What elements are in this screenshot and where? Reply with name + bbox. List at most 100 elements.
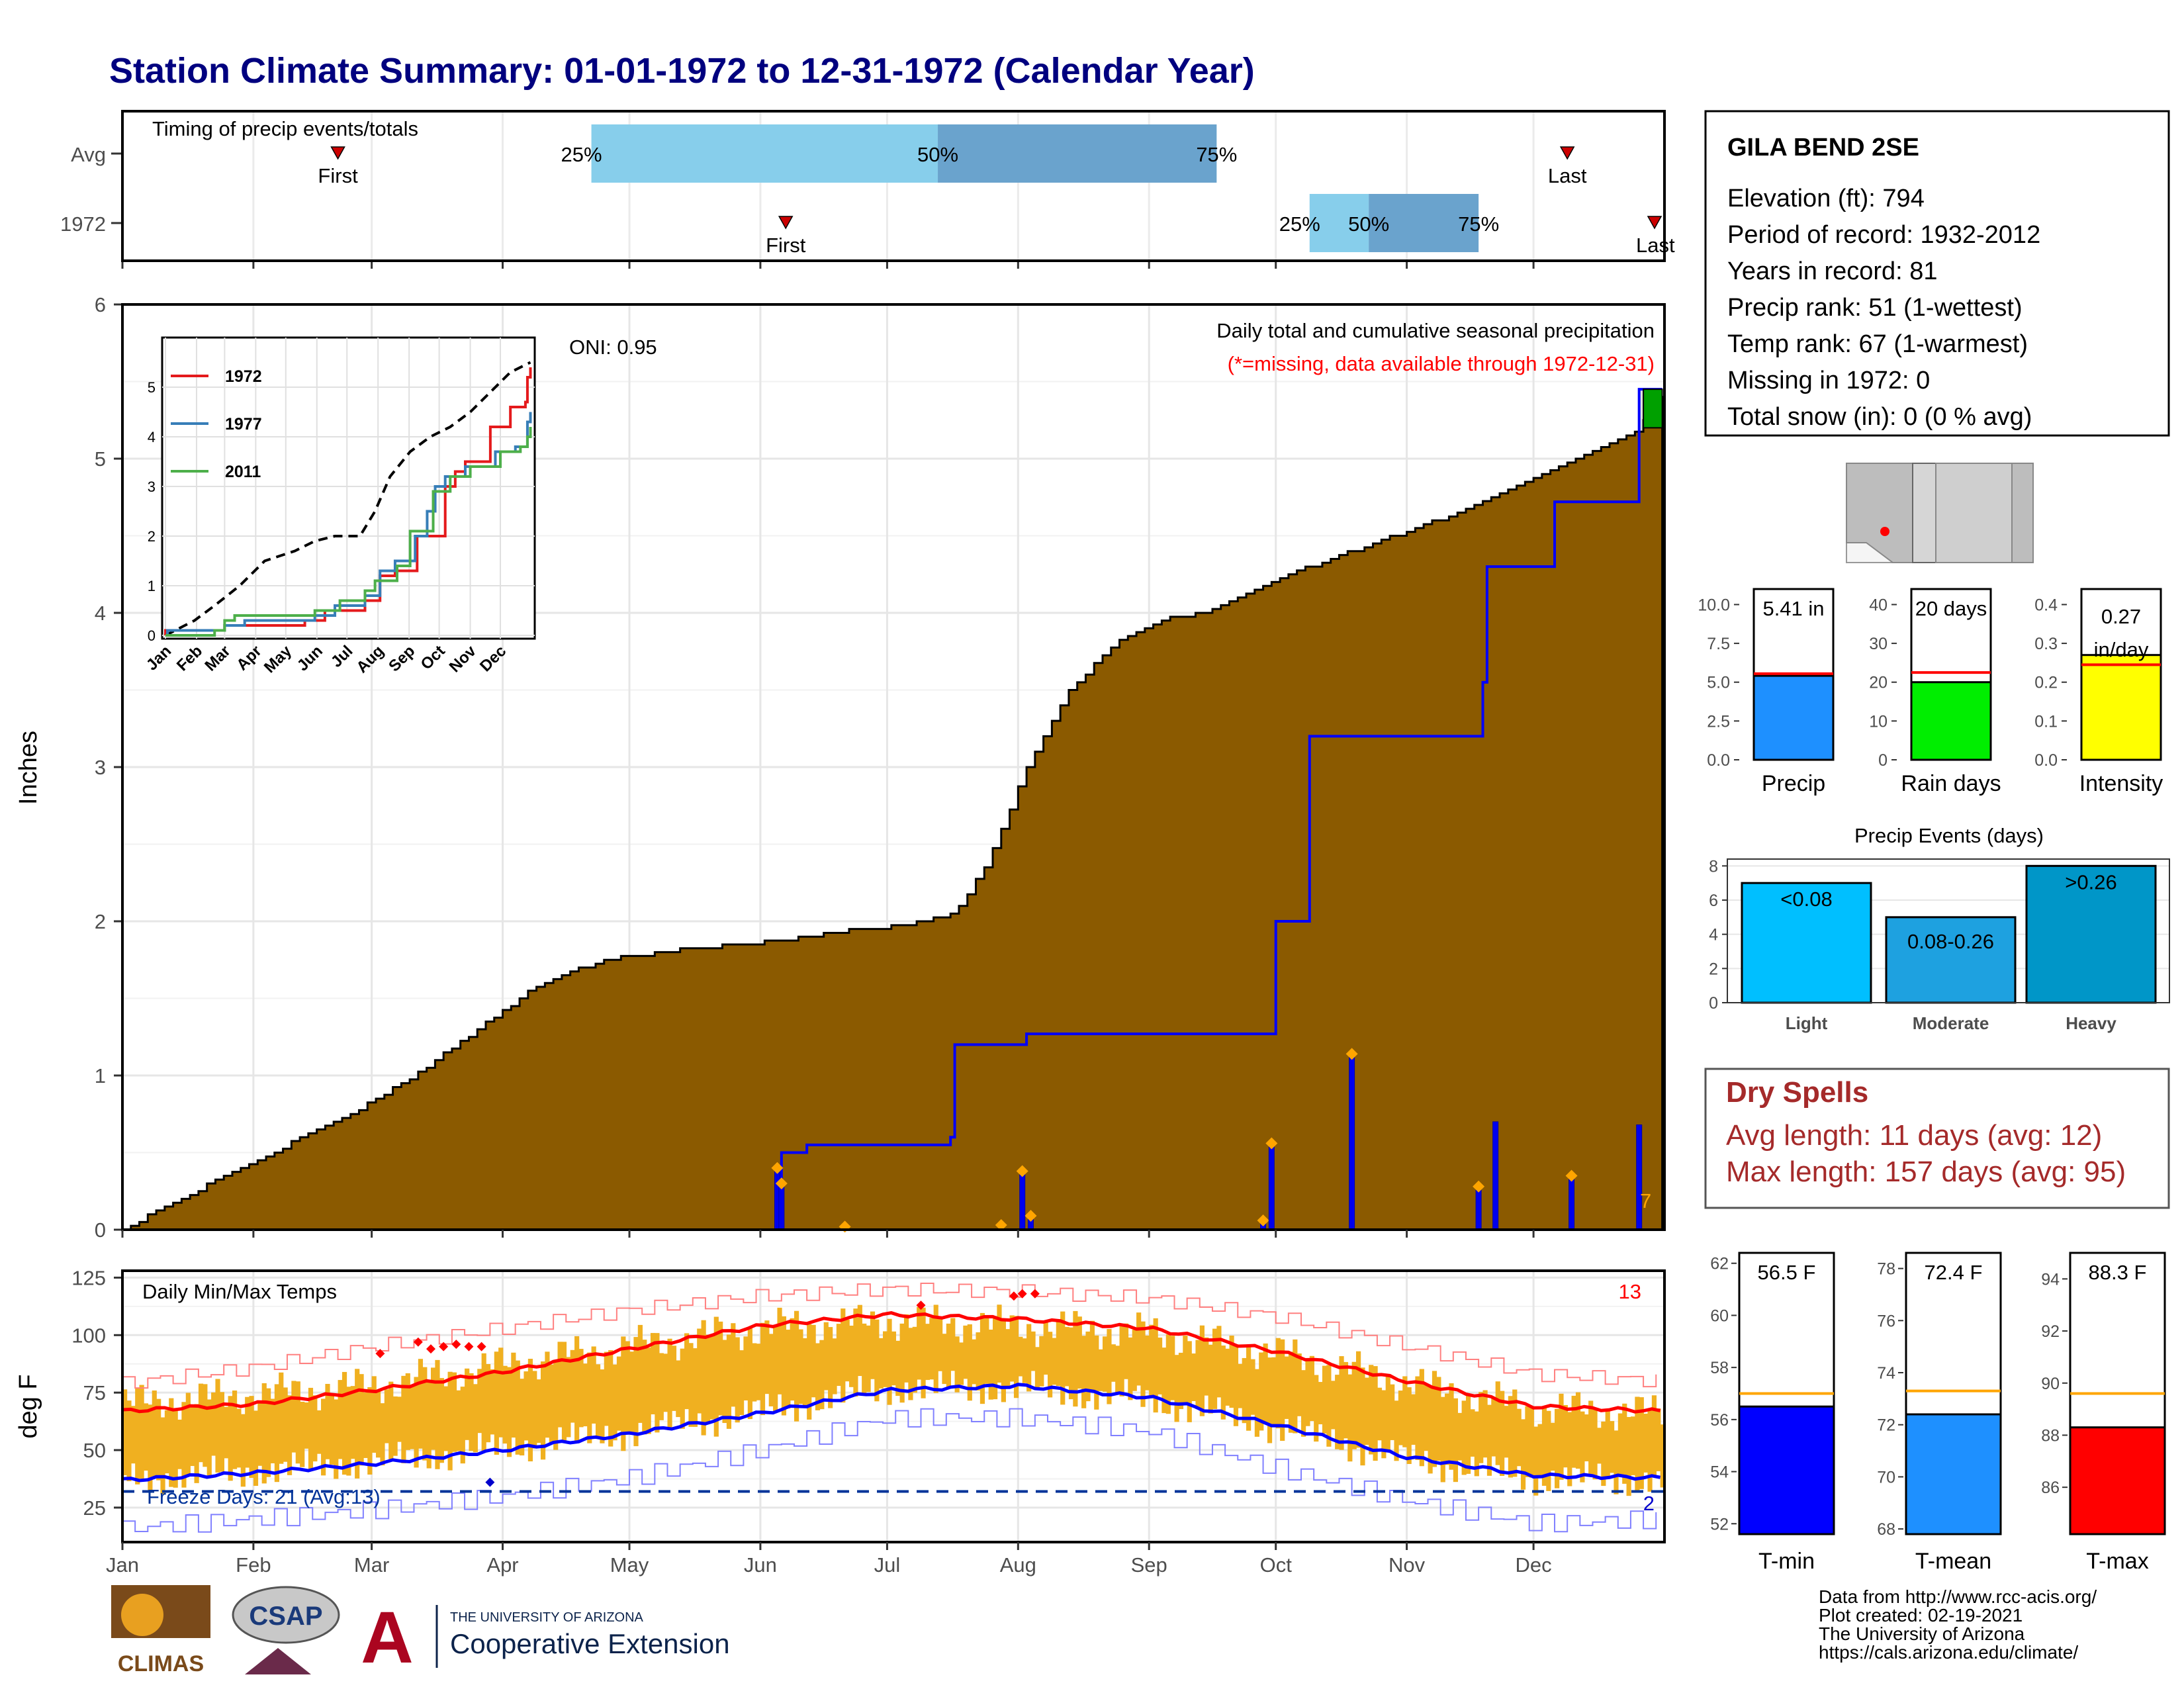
daily-temp-bar	[1369, 1365, 1374, 1455]
daily-temp-bar	[1495, 1381, 1500, 1465]
daily-temp-bar	[1022, 1338, 1027, 1383]
daily-temp-bar	[1508, 1396, 1513, 1478]
daily-temp-bar	[1153, 1318, 1158, 1413]
daily-temp-bar	[527, 1359, 533, 1462]
daily-temp-bar	[523, 1371, 529, 1441]
mini-ytick-label: 40	[1869, 596, 1888, 614]
precip-plot-frame	[121, 303, 1666, 1231]
daily-temp-bar	[249, 1396, 254, 1478]
daily-temp-bar	[152, 1390, 157, 1477]
daily-temp-bar	[1390, 1384, 1395, 1440]
daily-temp-bar	[321, 1398, 326, 1476]
daily-temp-bar	[942, 1334, 947, 1385]
daily-temp-bar	[726, 1334, 732, 1429]
temp-mini-ytick-label: 76	[1877, 1312, 1895, 1330]
daily-precip-bar	[1492, 1121, 1499, 1230]
record-high-marker	[413, 1337, 423, 1347]
precip-ytick-label: 3	[95, 756, 106, 779]
daily-temp-bar	[667, 1338, 672, 1431]
daily-temp-bar	[836, 1324, 842, 1386]
record-high-marker	[1009, 1291, 1019, 1301]
footer-credits: Data from http://www.rcc-acis.org/ Plot …	[1819, 1586, 2097, 1663]
daily-temp-bar	[341, 1371, 347, 1475]
daily-temp-bar	[1339, 1356, 1344, 1450]
daily-temp-bar	[1482, 1390, 1488, 1458]
daily-temp-bar	[1343, 1361, 1349, 1439]
daily-temp-bar	[1347, 1374, 1353, 1462]
daily-temp-bar	[870, 1311, 876, 1379]
events-ytick-label: 4	[1709, 926, 1718, 944]
above-average-region	[1643, 388, 1663, 429]
daily-temp-bar	[1107, 1329, 1112, 1404]
daily-temp-bar	[1039, 1336, 1044, 1387]
daily-temp-bar	[697, 1328, 702, 1414]
daily-temp-bar	[219, 1392, 225, 1472]
daily-precip-marker	[1016, 1165, 1028, 1177]
daily-temp-bar	[1445, 1393, 1450, 1465]
daily-temp-bar	[912, 1326, 917, 1393]
temp-mini-ytick-label: 94	[2041, 1270, 2060, 1289]
mini-bar-precip	[1752, 674, 1835, 761]
daily-temp-bar	[1208, 1344, 1213, 1414]
daily-temp-bar	[917, 1306, 922, 1380]
daily-temp-bar	[1191, 1353, 1197, 1402]
daily-temp-bar	[841, 1308, 846, 1403]
daily-temp-bar	[1157, 1337, 1163, 1394]
daily-temp-bar	[591, 1346, 596, 1424]
station-elevation: Elevation (ft): 794	[1727, 185, 1925, 212]
record-high-count: 13	[1619, 1280, 1641, 1303]
daily-temp-bar	[291, 1381, 296, 1453]
precip-ytick-label: 5	[95, 447, 106, 471]
mini-bar-rain-days	[1910, 681, 1992, 761]
daily-temp-bar	[490, 1369, 495, 1435]
daily-temp-bar	[1512, 1389, 1518, 1477]
daily-temp-bar	[130, 1406, 136, 1464]
daily-temp-bar	[997, 1304, 1002, 1383]
daily-temp-bar	[972, 1339, 977, 1385]
inset-ytick-label: 1	[148, 578, 156, 594]
mini-bar-label: Intensity	[2079, 771, 2163, 796]
temp-mini-ytick-label: 90	[2041, 1375, 2060, 1393]
daily-temp-bar	[1085, 1331, 1091, 1402]
daily-temp-bar	[316, 1410, 322, 1454]
daily-temp-bar	[1187, 1341, 1192, 1422]
daily-temp-bar	[1432, 1371, 1437, 1467]
daily-temp-bar	[637, 1324, 643, 1423]
daily-temp-bar	[688, 1343, 694, 1427]
mini-ytick-label: 0.0	[1707, 751, 1730, 770]
temp-mini-ytick-label: 54	[1710, 1463, 1729, 1482]
daily-temp-bar	[1575, 1392, 1581, 1469]
station-years: Years in record: 81	[1727, 257, 1938, 285]
daily-temp-bar	[731, 1323, 736, 1407]
daily-temp-bar	[1465, 1393, 1471, 1474]
timing-title: Timing of precip events/totals	[152, 117, 418, 140]
daily-precip-marker	[1473, 1180, 1485, 1193]
temp-mini-ytick-label: 92	[2041, 1322, 2060, 1341]
daily-temp-bar	[958, 1342, 964, 1385]
daily-temp-bar	[553, 1362, 559, 1450]
daily-temp-bar	[1034, 1347, 1040, 1389]
temp-bar-value: 72.4 F	[1925, 1261, 1983, 1284]
inset-legend-label: 1977	[225, 415, 262, 434]
mini-ytick-label: 30	[1869, 635, 1888, 653]
daily-temp-bar	[1073, 1310, 1078, 1407]
record-high-marker	[451, 1340, 461, 1349]
daily-temp-bar	[823, 1322, 829, 1391]
dry-spells-max: Max length: 157 days (avg: 95)	[1726, 1156, 2126, 1188]
daily-temp-bar	[447, 1371, 453, 1471]
daily-temp-bar	[1377, 1387, 1383, 1441]
daily-temp-bar	[604, 1351, 609, 1426]
daily-temp-bar	[473, 1384, 478, 1453]
month-label: Oct	[1260, 1553, 1293, 1577]
daily-temp-bar	[891, 1331, 896, 1386]
daily-temp-bar	[705, 1334, 711, 1423]
daily-temp-bar	[671, 1346, 677, 1411]
daily-temp-bar	[1470, 1409, 1475, 1457]
daily-temp-bar	[1533, 1426, 1539, 1496]
timing-row-label: 1972	[60, 212, 106, 236]
daily-precip-bar	[778, 1183, 785, 1230]
precip-event-category: Light	[1786, 1013, 1828, 1033]
daily-temp-bar	[828, 1327, 833, 1408]
timing-last-label: Last	[1636, 234, 1675, 257]
daily-temp-bar	[807, 1324, 812, 1420]
